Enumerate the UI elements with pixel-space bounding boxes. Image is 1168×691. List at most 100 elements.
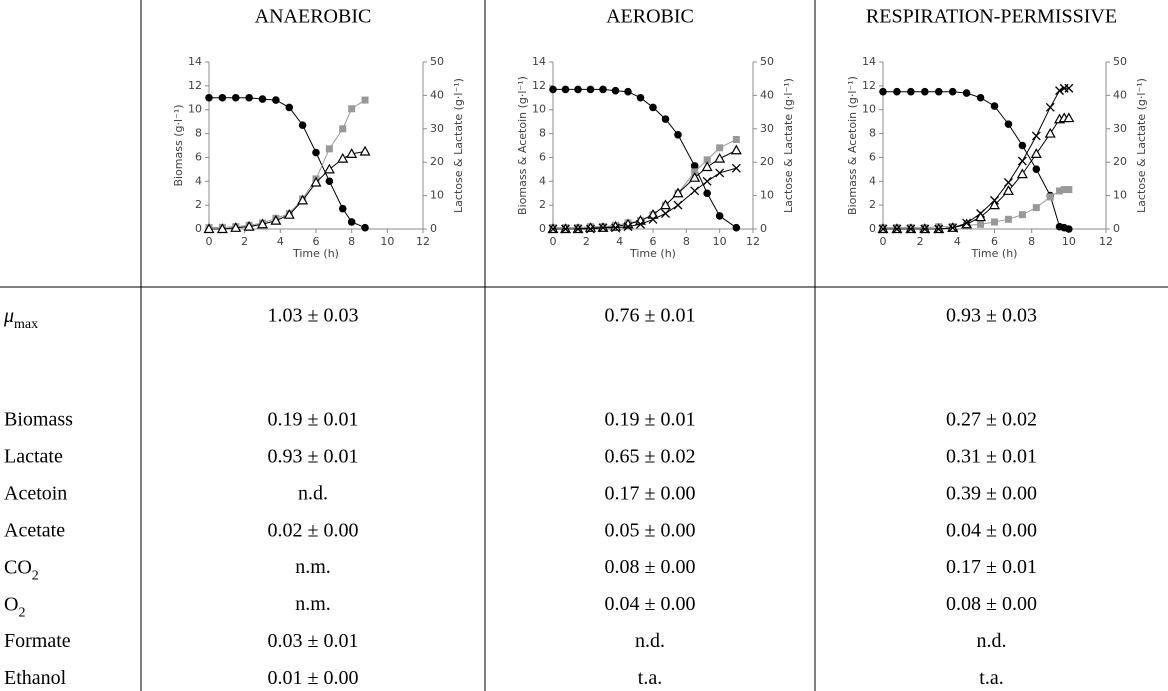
- data-point: [659, 199, 672, 210]
- y-tick-label: 14: [532, 55, 546, 68]
- row-label: CO2: [4, 556, 39, 583]
- data-point: [672, 187, 684, 198]
- cell-value: t.a.: [979, 667, 1003, 689]
- data-point: [1055, 86, 1064, 96]
- y2-tick-label: 10: [1113, 189, 1127, 202]
- data-point: [337, 152, 349, 163]
- data-point: [674, 131, 682, 139]
- x-tick-label: 8: [683, 235, 690, 248]
- y2-tick-label: 40: [1113, 88, 1127, 101]
- y-tick-label: 12: [188, 79, 202, 92]
- cell-value: 0.17 ± 0.01: [946, 556, 1037, 578]
- series-line: [553, 167, 737, 230]
- x-axis-label: Time (h): [629, 247, 676, 260]
- cell-value: n.d.: [977, 630, 1007, 652]
- data-point: [549, 85, 557, 94]
- data-point: [990, 195, 999, 205]
- row-label-text: O: [4, 593, 18, 615]
- y-tick-label: 0: [195, 222, 202, 235]
- data-point: [1045, 102, 1055, 112]
- data-point: [561, 85, 570, 94]
- data-point: [649, 103, 657, 112]
- y2-tick-label: 50: [1113, 55, 1127, 68]
- data-point: [702, 176, 712, 186]
- data-point: [623, 222, 633, 232]
- x-tick-label: 4: [954, 235, 961, 248]
- x-tick-label: 2: [241, 235, 248, 248]
- data-point: [611, 223, 620, 233]
- row-label: μmax: [3, 305, 38, 332]
- data-point: [703, 189, 711, 198]
- data-point: [714, 152, 726, 163]
- y-tick-label: 6: [195, 150, 202, 163]
- data-point: [921, 87, 929, 96]
- data-point: [730, 144, 742, 155]
- cell-value: 0.05 ± 0.00: [605, 519, 696, 541]
- data-point: [977, 220, 985, 228]
- data-point: [1056, 187, 1064, 195]
- data-point: [716, 144, 724, 152]
- cell-value: 0.04 ± 0.00: [605, 593, 696, 615]
- cell-value: 0.39 ± 0.00: [946, 482, 1037, 504]
- data-point: [283, 208, 295, 219]
- y-tick-label: 14: [188, 55, 202, 68]
- y-axis-label: Biomass (g·l⁻¹): [172, 104, 185, 186]
- x-tick-label: 12: [746, 235, 760, 248]
- cell-value: t.a.: [638, 667, 662, 689]
- data-point: [325, 145, 333, 153]
- data-point: [258, 95, 267, 103]
- data-point: [732, 135, 740, 143]
- series-line: [883, 189, 1069, 229]
- y2-tick-label: 40: [760, 88, 774, 101]
- cell-value: n.d.: [635, 630, 665, 652]
- y-tick-label: 14: [862, 55, 876, 68]
- data-point: [1004, 215, 1012, 223]
- cell-value: 0.08 ± 0.00: [605, 556, 696, 578]
- data-point: [218, 93, 227, 102]
- data-point: [323, 163, 335, 174]
- data-point: [689, 171, 701, 182]
- data-point: [1032, 204, 1040, 212]
- y2-tick-label: 30: [430, 122, 444, 135]
- cell-value: n.m.: [295, 593, 331, 615]
- data-point: [361, 96, 369, 104]
- cell-value: n.m.: [295, 556, 331, 578]
- data-point: [348, 105, 356, 113]
- row-label-subscript: 2: [18, 605, 25, 620]
- y2-axis-label: Lactose & Lactate (g·l⁻¹): [452, 78, 465, 213]
- data-point: [1060, 186, 1068, 194]
- data-point: [879, 87, 887, 96]
- x-tick-label: 2: [917, 235, 924, 248]
- row-label-subscript: 2: [32, 568, 39, 583]
- x-tick-label: 2: [583, 235, 590, 248]
- x-tick-label: 8: [348, 235, 355, 248]
- x-tick-label: 10: [713, 235, 727, 248]
- data-point: [715, 168, 725, 178]
- y2-tick-label: 50: [430, 55, 444, 68]
- data-point: [359, 145, 371, 156]
- row-label: Biomass: [4, 409, 73, 431]
- data-point: [1065, 225, 1073, 233]
- cell-value: 0.19 ± 0.01: [605, 409, 696, 431]
- data-point: [1016, 168, 1028, 179]
- y-tick-label: 8: [195, 127, 202, 140]
- data-point: [661, 209, 670, 218]
- data-point: [948, 87, 957, 96]
- data-point: [715, 212, 724, 220]
- y-tick-label: 2: [195, 198, 202, 211]
- y-tick-label: 0: [869, 222, 876, 235]
- data-point: [1002, 185, 1014, 195]
- cell-value: 0.17 ± 0.00: [605, 482, 696, 504]
- data-point: [548, 224, 558, 234]
- row-label-text: μ: [3, 305, 14, 327]
- data-point: [611, 86, 620, 95]
- data-point: [298, 121, 307, 129]
- data-point: [1044, 127, 1056, 138]
- data-point: [310, 176, 322, 187]
- data-point: [907, 87, 915, 96]
- y-tick-label: 0: [539, 222, 546, 235]
- data-point: [920, 224, 930, 234]
- row-label: O2: [4, 593, 25, 620]
- row-label-text: CO: [4, 556, 32, 578]
